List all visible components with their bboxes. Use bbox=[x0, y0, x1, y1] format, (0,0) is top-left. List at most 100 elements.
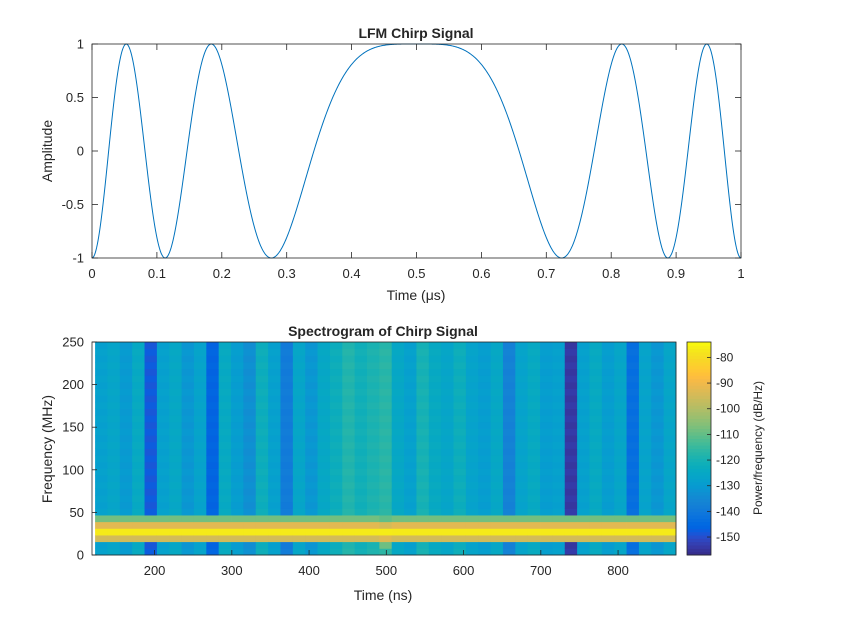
spectrogram-cell bbox=[601, 342, 615, 350]
spectrogram-cell bbox=[292, 515, 306, 523]
spectrogram-cell bbox=[441, 355, 454, 363]
spectrogram-cell bbox=[577, 355, 590, 363]
spectrogram-cell bbox=[280, 475, 294, 483]
spectrogram-cell bbox=[218, 408, 232, 416]
spectrogram-cell bbox=[354, 541, 368, 549]
spectrogram-cell bbox=[428, 355, 442, 363]
spectrogram-cell bbox=[527, 401, 541, 409]
spectrogram-cell bbox=[367, 441, 380, 449]
spectrogram-cell bbox=[441, 515, 454, 523]
spectrogram-cell bbox=[305, 375, 318, 383]
spectrogram-cell bbox=[564, 381, 578, 389]
spectrogram-cell bbox=[206, 435, 220, 443]
spectrogram-cell bbox=[453, 375, 467, 383]
spectrogram-y-label: Frequency (MHz) bbox=[39, 395, 55, 503]
spectrogram-cell bbox=[119, 501, 133, 509]
spectrogram-cell bbox=[243, 388, 257, 396]
spectrogram-cell bbox=[243, 395, 257, 403]
spectrogram-cell bbox=[527, 461, 541, 469]
spectrogram-cell bbox=[342, 395, 356, 403]
spectrogram-cell bbox=[465, 441, 479, 449]
spectrogram-cell bbox=[292, 488, 306, 496]
colorbar-swatch bbox=[687, 551, 711, 556]
spectrogram-cell bbox=[206, 348, 220, 356]
spectrogram-cell bbox=[626, 355, 640, 363]
spectrogram-cell bbox=[490, 521, 504, 529]
spectrogram-cell bbox=[342, 515, 356, 523]
spectrogram-cell bbox=[404, 348, 417, 356]
spectrogram-cell bbox=[465, 461, 479, 469]
spectrogram-cell bbox=[416, 368, 430, 376]
colorbar-swatch bbox=[687, 405, 711, 410]
spectrogram-cell bbox=[144, 508, 158, 516]
chirp-y-tick-label: -1 bbox=[72, 251, 84, 266]
spectrogram-cell bbox=[379, 441, 393, 449]
spectrogram-cell bbox=[441, 342, 454, 350]
spectrogram-cell bbox=[404, 421, 417, 429]
spectrogram-cell bbox=[379, 388, 393, 396]
chirp-signal-axes: LFM Chirp Signal 0 0.1 0.2 0.3 0.4 0.5 0.6 0.7 0… bbox=[39, 25, 745, 303]
spectrogram-cell bbox=[181, 381, 195, 389]
spectrogram-cell bbox=[95, 395, 108, 403]
spectrogram-cell bbox=[540, 528, 553, 536]
spectrogram-cell bbox=[564, 495, 578, 503]
spectrogram-cell bbox=[132, 368, 145, 376]
spectrogram-cell bbox=[132, 375, 145, 383]
spectrogram-cell bbox=[193, 475, 207, 483]
spectrogram-cell bbox=[292, 415, 306, 423]
spectrogram-cell bbox=[317, 361, 331, 370]
spectrogram-cell bbox=[169, 342, 183, 350]
spectrogram-cell bbox=[169, 388, 183, 396]
spectrogram-cell bbox=[564, 455, 578, 463]
spectrogram-cell bbox=[280, 441, 294, 449]
spectrogram-cell bbox=[144, 355, 158, 363]
spectrogram-cell bbox=[292, 428, 306, 436]
spectrogram-cell bbox=[601, 375, 615, 383]
spectrogram-cell bbox=[663, 435, 677, 443]
spectrogram-cell bbox=[292, 455, 306, 463]
spectrogram-cell bbox=[614, 461, 627, 469]
spectrogram-cell bbox=[564, 481, 578, 489]
chirp-x-tick-label: 0.1 bbox=[148, 266, 166, 281]
chirp-x-tick-label: 0.4 bbox=[343, 266, 361, 281]
spectrogram-cell bbox=[527, 535, 541, 543]
spectrogram-cell bbox=[231, 435, 244, 443]
spectrogram-cell bbox=[218, 488, 232, 496]
spectrogram-cell bbox=[144, 481, 158, 489]
spectrogram-cell bbox=[218, 501, 232, 509]
spectrogram-cell bbox=[614, 535, 627, 543]
spectrogram-cell bbox=[391, 521, 405, 529]
spectrogram-cell bbox=[416, 535, 430, 543]
spectrogram-cell bbox=[564, 521, 578, 529]
spectrogram-cell bbox=[95, 342, 108, 350]
spectrogram-cell bbox=[651, 435, 665, 443]
spectrogram-cell bbox=[243, 348, 257, 356]
spectrogram-cell bbox=[329, 381, 343, 389]
chirp-x-tick-label: 0.9 bbox=[667, 266, 685, 281]
spectrogram-cell bbox=[218, 348, 232, 356]
spectrogram-cell bbox=[416, 375, 430, 383]
spectrogram-cell bbox=[490, 441, 504, 449]
spectrogram-cell bbox=[243, 455, 257, 463]
spectrogram-cell bbox=[107, 401, 121, 409]
spectrogram-cell bbox=[243, 342, 257, 350]
spectrogram-cell bbox=[292, 508, 306, 516]
spectrogram-cell bbox=[95, 401, 108, 409]
spectrogram-cell bbox=[626, 481, 640, 489]
spectrogram-cell bbox=[292, 381, 306, 389]
spectrogram-cell bbox=[490, 548, 504, 556]
spectrogram-cell bbox=[638, 408, 652, 416]
spectrogram-cell bbox=[169, 441, 183, 449]
spectrogram-cell bbox=[367, 515, 380, 523]
spectrogram-cell bbox=[502, 448, 516, 456]
spectrogram-cell bbox=[663, 441, 677, 449]
spectrogram-cell bbox=[663, 342, 677, 350]
chirp-x-tick-label: 1 bbox=[737, 266, 744, 281]
spectrogram-cell bbox=[292, 355, 306, 363]
spectrogram-cell bbox=[354, 381, 368, 389]
spectrogram-cell bbox=[577, 455, 590, 463]
spectrogram-cell bbox=[527, 421, 541, 429]
spectrogram-cell bbox=[169, 421, 183, 429]
spectrogram-cell bbox=[428, 521, 442, 529]
spectrogram-cell bbox=[144, 375, 158, 383]
